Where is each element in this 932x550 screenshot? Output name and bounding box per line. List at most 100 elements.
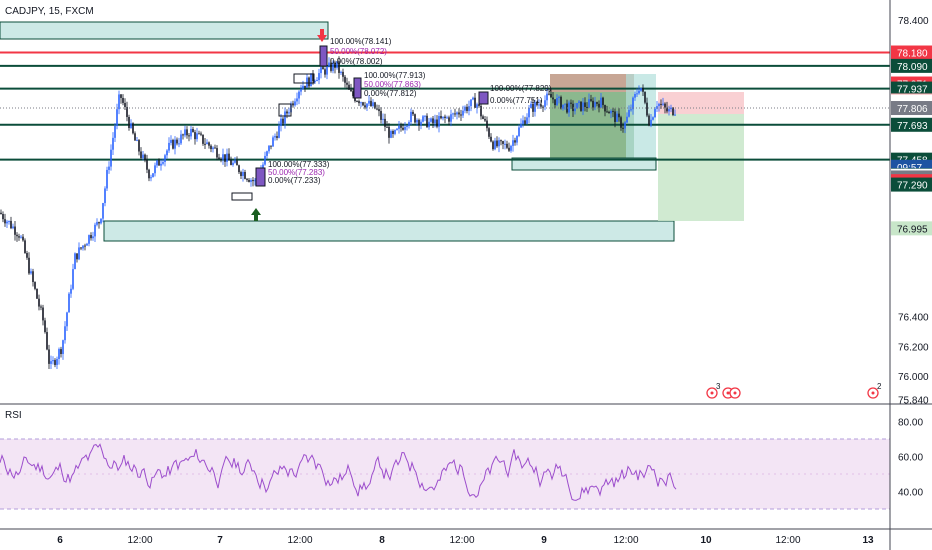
candle-body[interactable] [482,116,484,119]
fib-box[interactable] [353,77,362,99]
candle-body[interactable] [412,111,414,115]
fib-box[interactable] [255,167,266,187]
candle-body[interactable] [98,222,100,224]
candle-body[interactable] [554,99,556,106]
candle-body[interactable] [170,139,172,143]
candle-body[interactable] [500,140,502,142]
candle-body[interactable] [74,253,76,270]
candle-body[interactable] [442,116,444,119]
candle-body[interactable] [588,99,590,108]
price-badge[interactable] [891,177,932,192]
candle-body[interactable] [372,102,374,107]
candle-body[interactable] [408,122,410,126]
candle-body[interactable] [116,109,118,126]
candle-body[interactable] [174,139,176,149]
candle-body[interactable] [86,243,88,246]
small-range-box[interactable] [511,157,657,171]
candle-body[interactable] [120,94,122,98]
candle-body[interactable] [160,163,162,166]
candle-body[interactable] [14,226,16,235]
candle-body[interactable] [484,118,486,121]
candle-body[interactable] [536,102,538,106]
candle-body[interactable] [102,203,104,219]
candle-body[interactable] [410,111,412,123]
demand-zone-bottom[interactable] [103,220,675,242]
candle-body[interactable] [576,103,578,109]
candle-body[interactable] [604,105,606,112]
candle-body[interactable] [558,96,560,98]
candle-body[interactable] [380,111,382,120]
candle-body[interactable] [130,123,132,129]
candle-body[interactable] [68,293,70,313]
candle-body[interactable] [38,298,40,307]
price-axis[interactable]: 78.400 76.400 76.200 76.000 75.840 78.180 78.0… [891,16,932,499]
candle-body[interactable] [172,139,174,149]
candle-body[interactable] [186,129,188,136]
candle-body[interactable] [620,117,622,128]
candle-body[interactable] [586,106,588,108]
candle-body[interactable] [524,120,526,124]
candle-body[interactable] [288,112,290,114]
price-badge[interactable] [891,81,932,96]
candle-body[interactable] [668,109,670,112]
candle-body[interactable] [458,112,460,115]
candle-body[interactable] [492,141,494,150]
candle-body[interactable] [138,140,140,152]
candle-body[interactable] [398,125,400,129]
candle-body[interactable] [188,135,190,137]
candle-body[interactable] [70,288,72,294]
order-block[interactable] [293,73,315,84]
candle-body[interactable] [640,87,642,91]
candle-body[interactable] [230,160,232,165]
candle-body[interactable] [312,73,314,82]
candle-body[interactable] [370,100,372,107]
candle-body[interactable] [252,180,254,182]
candle-body[interactable] [480,105,482,117]
candle-body[interactable] [416,119,418,123]
candle-body[interactable] [190,129,192,137]
candle-body[interactable] [336,61,338,68]
candle-body[interactable] [390,130,392,138]
candle-body[interactable] [474,97,476,108]
candle-body[interactable] [66,312,68,327]
candle-body[interactable] [140,151,142,158]
candle-body[interactable] [550,93,552,98]
candle-body[interactable] [542,106,544,108]
candle-body[interactable] [110,149,112,167]
candle-body[interactable] [218,157,220,160]
candle-body[interactable] [518,127,520,136]
candle-body[interactable] [132,123,134,134]
candle-body[interactable] [232,162,234,165]
candle-body[interactable] [514,140,516,143]
candle-body[interactable] [424,115,426,117]
candle-body[interactable] [314,81,316,83]
candle-body[interactable] [340,71,342,73]
candle-body[interactable] [364,105,366,108]
candle-body[interactable] [244,171,246,179]
candle-body[interactable] [184,129,186,136]
price-badge[interactable] [891,117,932,132]
candle-body[interactable] [652,117,654,120]
candle-body[interactable] [374,102,376,109]
candle-body[interactable] [624,122,626,129]
candle-body[interactable] [556,97,558,106]
candle-body[interactable] [82,245,84,249]
candle-body[interactable] [670,107,672,110]
candle-body[interactable] [520,123,522,128]
candle-body[interactable] [348,84,350,90]
candle-body[interactable] [540,104,542,107]
candle-body[interactable] [454,113,456,115]
candle-body[interactable] [16,234,18,237]
candle-body[interactable] [486,120,488,129]
price-badge[interactable] [891,58,932,73]
candle-body[interactable] [30,271,32,274]
candle-body[interactable] [294,101,296,106]
candle-body[interactable] [648,115,650,126]
candle-body[interactable] [282,118,284,124]
fib-box[interactable] [478,91,489,105]
candle-body[interactable] [78,247,80,260]
candle-body[interactable] [578,101,580,104]
candle-body[interactable] [236,160,238,166]
candle-body[interactable] [318,73,320,81]
price-badge[interactable] [891,101,932,116]
